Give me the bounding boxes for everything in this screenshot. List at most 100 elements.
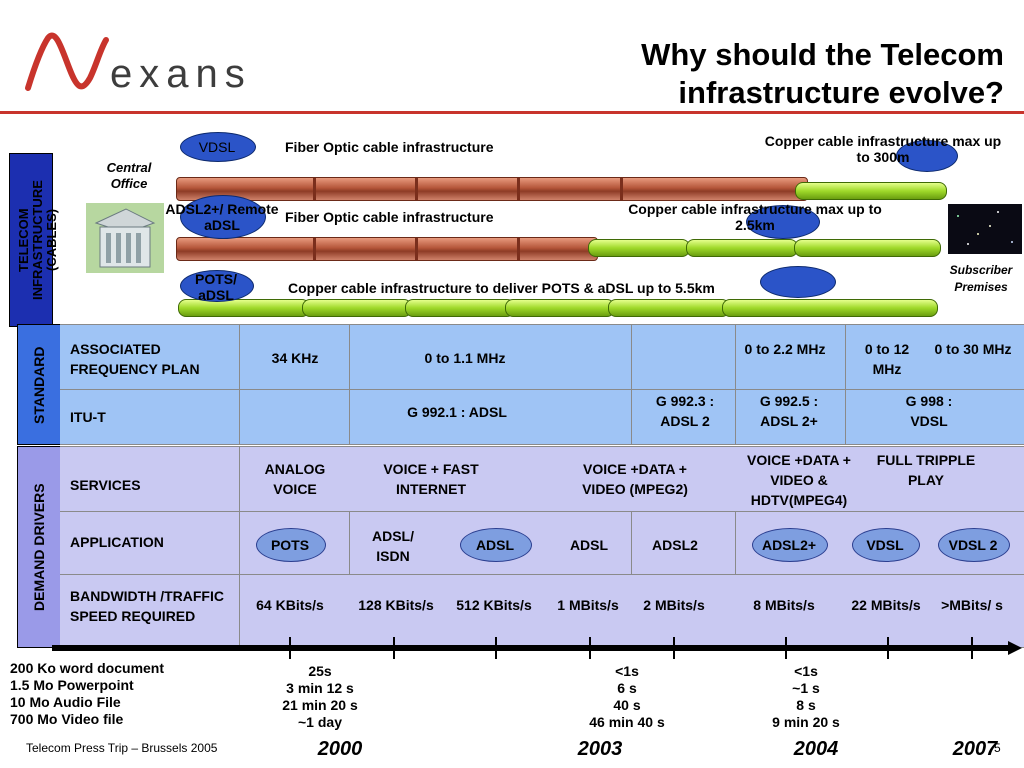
table-cell bbox=[240, 325, 350, 444]
copper-tube-3c bbox=[405, 299, 515, 317]
year-2004: 2004 bbox=[793, 738, 839, 760]
freq-2-2mhz: 0 to 2.2 MHz bbox=[744, 341, 826, 357]
title-line-1: Why should the Telecom bbox=[641, 37, 1004, 72]
table-cell bbox=[632, 511, 736, 574]
app-oval bbox=[938, 528, 1010, 562]
time-value: 6 s bbox=[617, 680, 637, 696]
demand-side-bar: DEMAND DRIVERS bbox=[17, 446, 61, 648]
fiber-label-2: Fiber Optic cable infrastructure bbox=[285, 209, 494, 225]
timeline-tick bbox=[785, 637, 787, 659]
nexans-logo-mark bbox=[25, 32, 109, 91]
times-2003: <1s 6 s 40 s 46 min 40 s bbox=[566, 663, 688, 731]
copper-tube-2c bbox=[794, 239, 941, 257]
cable-joint bbox=[313, 238, 316, 260]
file-list: 200 Ko word document 1.5 Mo Powerpoint 1… bbox=[10, 660, 230, 728]
time-value: <1s bbox=[615, 663, 639, 679]
itu-g998: G 998 : VDSL bbox=[905, 393, 953, 429]
central-office-label: Central Office bbox=[106, 160, 152, 191]
copper-label-1: Copper cable infrastructure max up to 30… bbox=[764, 133, 1002, 165]
app-oval bbox=[852, 528, 920, 562]
table-cell bbox=[350, 511, 632, 574]
bw-8m: 8 MBits/s bbox=[753, 597, 815, 613]
itu-t-label: ITU-T bbox=[70, 409, 106, 425]
telecom-infrastructure-bar: TELECOM INFRASTRUCTURE (CABLES) bbox=[9, 153, 59, 327]
time-value: ~1 day bbox=[298, 714, 342, 730]
app-adsl-2: ADSL bbox=[569, 537, 609, 553]
time-value: 3 min 12 s bbox=[286, 680, 354, 696]
table-cell bbox=[60, 325, 240, 444]
app-vdsl2: VDSL 2 bbox=[948, 537, 998, 553]
app-adsl-isdn: ADSL/ ISDN bbox=[372, 528, 414, 564]
bw-128k: 128 KBits/s bbox=[358, 597, 434, 613]
cable-joint bbox=[415, 178, 418, 200]
row-divider bbox=[60, 511, 1024, 512]
time-value: 46 min 40 s bbox=[589, 714, 665, 730]
copper-tube-3f bbox=[722, 299, 938, 317]
table-cell bbox=[60, 447, 240, 647]
freq-1-1mhz: 0 to 1.1 MHz bbox=[424, 350, 506, 366]
bw-more: >MBits/ s bbox=[941, 597, 1003, 613]
bw-64k: 64 KBits/s bbox=[256, 597, 324, 613]
cable-joint bbox=[517, 178, 520, 200]
timeline-arrow-head bbox=[1008, 641, 1022, 655]
app-adsl2plus: ADSL2+ bbox=[761, 537, 817, 553]
standard-label: STANDARD bbox=[31, 346, 47, 424]
title-line-2: infrastructure evolve? bbox=[678, 75, 1004, 110]
vdsl-tag: VDSL bbox=[198, 139, 236, 155]
times-2000: 25s 3 min 12 s 21 min 20 s ~1 day bbox=[260, 663, 380, 731]
app-oval bbox=[460, 528, 532, 562]
pots-tag: POTS/ aDSL bbox=[194, 271, 237, 303]
standard-table bbox=[60, 324, 1024, 445]
demand-drivers-label: DEMAND DRIVERS bbox=[31, 483, 47, 611]
cable-joint bbox=[415, 238, 418, 260]
file-word: 200 Ko word document bbox=[10, 660, 165, 676]
time-value: 40 s bbox=[613, 697, 641, 713]
standard-side-bar: STANDARD bbox=[17, 324, 61, 445]
freq-12mhz: 0 to 12 MHz bbox=[864, 341, 910, 377]
bw-512k: 512 KBits/s bbox=[456, 597, 532, 613]
app-pots: POTS bbox=[270, 537, 310, 553]
year-2003: 2003 bbox=[577, 738, 623, 760]
bandwidth-label: BANDWIDTH /TRAFFIC SPEED REQUIRED bbox=[70, 588, 224, 624]
file-video: 700 Mo Video file bbox=[10, 711, 124, 727]
services-label: SERVICES bbox=[70, 477, 141, 493]
copper-label-3: Copper cable infrastructure to deliver P… bbox=[288, 280, 715, 296]
app-oval bbox=[256, 528, 326, 562]
time-value: ~1 s bbox=[792, 680, 820, 696]
time-value: 21 min 20 s bbox=[282, 697, 358, 713]
adsl2-tag: ADSL2+/ Remote aDSL bbox=[165, 201, 279, 233]
copper-tube-3d bbox=[505, 299, 615, 317]
table-cell bbox=[632, 325, 736, 444]
service-voice-data-video: VOICE +DATA + VIDEO (MPEG2) bbox=[582, 461, 688, 497]
row-divider bbox=[60, 574, 1024, 575]
file-powerpoint: 1.5 Mo Powerpoint bbox=[10, 677, 134, 693]
app-vdsl: VDSL bbox=[866, 537, 904, 553]
table-cell bbox=[736, 325, 846, 444]
telecom-infrastructure-label: TELECOM INFRASTRUCTURE (CABLES) bbox=[16, 180, 59, 300]
service-triple-play: FULL TRIPPLE PLAY bbox=[876, 452, 976, 488]
itu-g992-5: G 992.5 : ADSL 2+ bbox=[759, 393, 819, 429]
bw-1m: 1 MBits/s bbox=[557, 597, 619, 613]
subscriber-premises-label: Subscriber Premises bbox=[949, 263, 1013, 294]
time-value: 25s bbox=[308, 663, 332, 679]
time-value: <1s bbox=[794, 663, 818, 679]
year-2007: 2007 bbox=[952, 738, 998, 760]
timeline-tick bbox=[393, 637, 395, 659]
copper-tube-1 bbox=[795, 182, 947, 200]
copper-marker-oval bbox=[760, 266, 836, 298]
central-office-building-icon bbox=[86, 203, 164, 273]
service-analog-voice: ANALOG VOICE bbox=[264, 461, 326, 497]
timeline-tick bbox=[887, 637, 889, 659]
page-number: 5 bbox=[994, 741, 1001, 755]
timeline-tick bbox=[589, 637, 591, 659]
timeline-tick bbox=[971, 637, 973, 659]
timeline-tick bbox=[673, 637, 675, 659]
file-audio: 10 Mo Audio File bbox=[10, 694, 121, 710]
copper-tube-3b bbox=[302, 299, 412, 317]
freq-34khz: 34 KHz bbox=[271, 350, 319, 366]
copper-tube-3e bbox=[608, 299, 730, 317]
page-title: Why should the Telecom infrastructure ev… bbox=[484, 36, 1004, 112]
vdsl-tag-oval bbox=[180, 132, 256, 162]
pots-tag-oval bbox=[180, 270, 254, 302]
copper-marker-oval bbox=[896, 140, 958, 172]
